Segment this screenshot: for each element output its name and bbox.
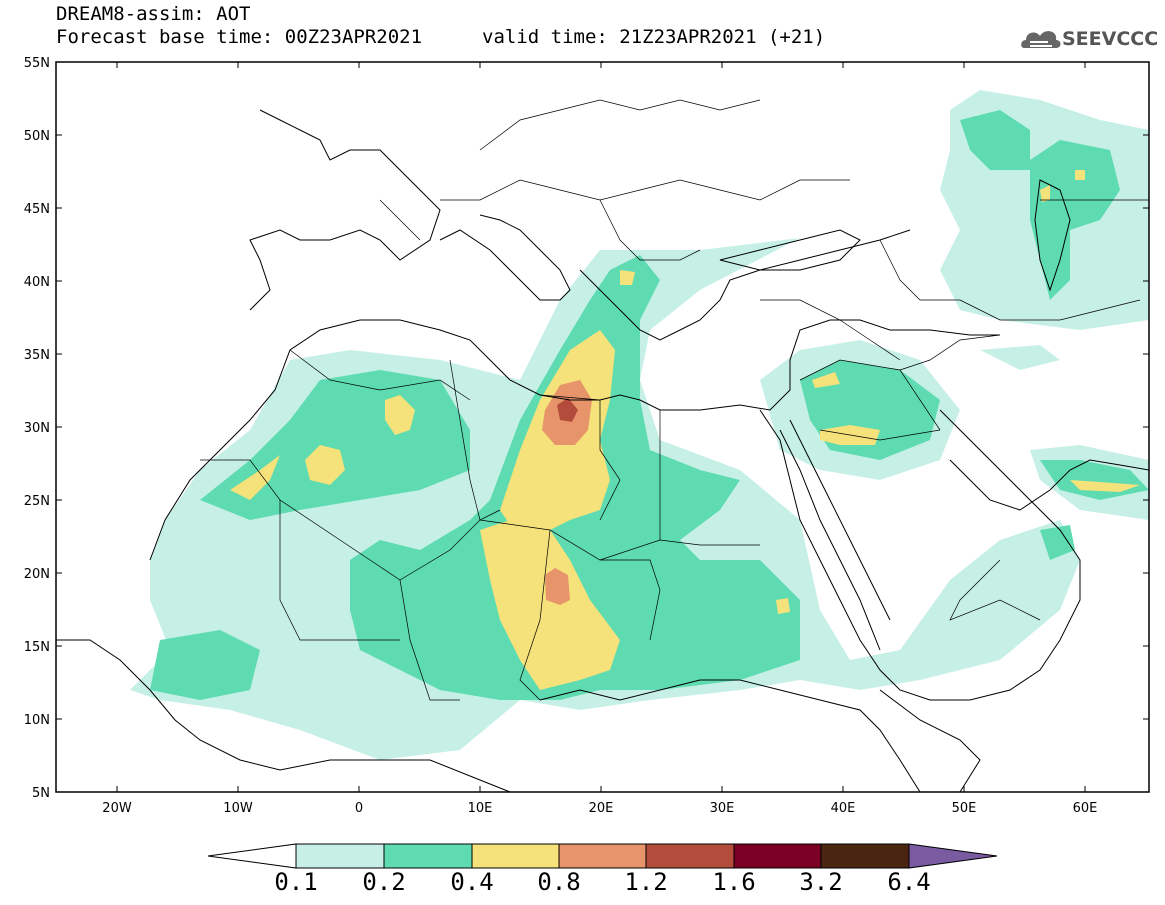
colorbar-label: 0.4 — [450, 868, 494, 896]
lat-label: 25N — [24, 494, 50, 509]
colorbar-low-arrow — [207, 843, 297, 869]
lon-label: 10E — [468, 801, 493, 816]
colorbar-swatch — [820, 843, 910, 869]
forecast-base-time: Forecast base time: 00Z23APR2021 — [56, 26, 423, 48]
colorbar — [207, 843, 998, 869]
lat-label: 10N — [24, 713, 50, 728]
lon-label: 10W — [223, 801, 253, 816]
colorbar-swatch — [645, 843, 735, 869]
lon-label: 60E — [1073, 801, 1098, 816]
colorbar-label: 3.2 — [799, 868, 843, 896]
country-borders — [200, 99, 1149, 701]
aot-field — [130, 90, 1149, 760]
map-title: DREAM8-assim: AOT — [56, 3, 251, 25]
lat-label: 50N — [24, 129, 50, 144]
lon-label: 40E — [831, 801, 856, 816]
lon-label: 0 — [355, 801, 363, 816]
colorbar-swatch — [558, 843, 647, 869]
lon-label: 50E — [952, 801, 977, 816]
colorbar-swatch — [383, 843, 473, 869]
colorbar-label: 0.2 — [362, 868, 406, 896]
axis-ticks — [56, 61, 1149, 792]
lon-label: 20E — [589, 801, 614, 816]
cloud-logo-icon — [1021, 31, 1061, 48]
colorbar-label: 0.8 — [537, 868, 581, 896]
colorbar-label: 1.6 — [712, 868, 756, 896]
lon-label: 30E — [710, 801, 735, 816]
lat-label: 40N — [24, 275, 50, 290]
lat-label: 55N — [24, 56, 50, 71]
lat-label: 30N — [24, 421, 50, 436]
lat-label: 35N — [24, 348, 50, 363]
valid-time: valid time: 21Z23APR2021 (+21) — [482, 26, 826, 48]
colorbar-swatch — [295, 843, 385, 869]
colorbar-high-arrow — [908, 843, 998, 869]
colorbar-label: 0.1 — [274, 868, 318, 896]
longitude-labels: 20W 10W 0 10E 20E 30E 40E 50E 60E — [102, 801, 1097, 816]
colorbar-swatch — [471, 843, 560, 869]
lat-label: 5N — [32, 786, 50, 801]
logo-text: SEEVCCC — [1062, 28, 1159, 50]
colorbar-label: 1.2 — [624, 868, 668, 896]
colorbar-swatch — [733, 843, 822, 869]
lat-label: 20N — [24, 567, 50, 582]
latitude-labels: 55N 50N 45N 40N 35N 30N 25N 20N 15N 10N … — [24, 56, 50, 801]
coastlines — [56, 109, 1149, 792]
lat-label: 15N — [24, 640, 50, 655]
lat-label: 45N — [24, 202, 50, 217]
lon-label: 20W — [102, 801, 132, 816]
colorbar-label: 6.4 — [887, 868, 931, 896]
